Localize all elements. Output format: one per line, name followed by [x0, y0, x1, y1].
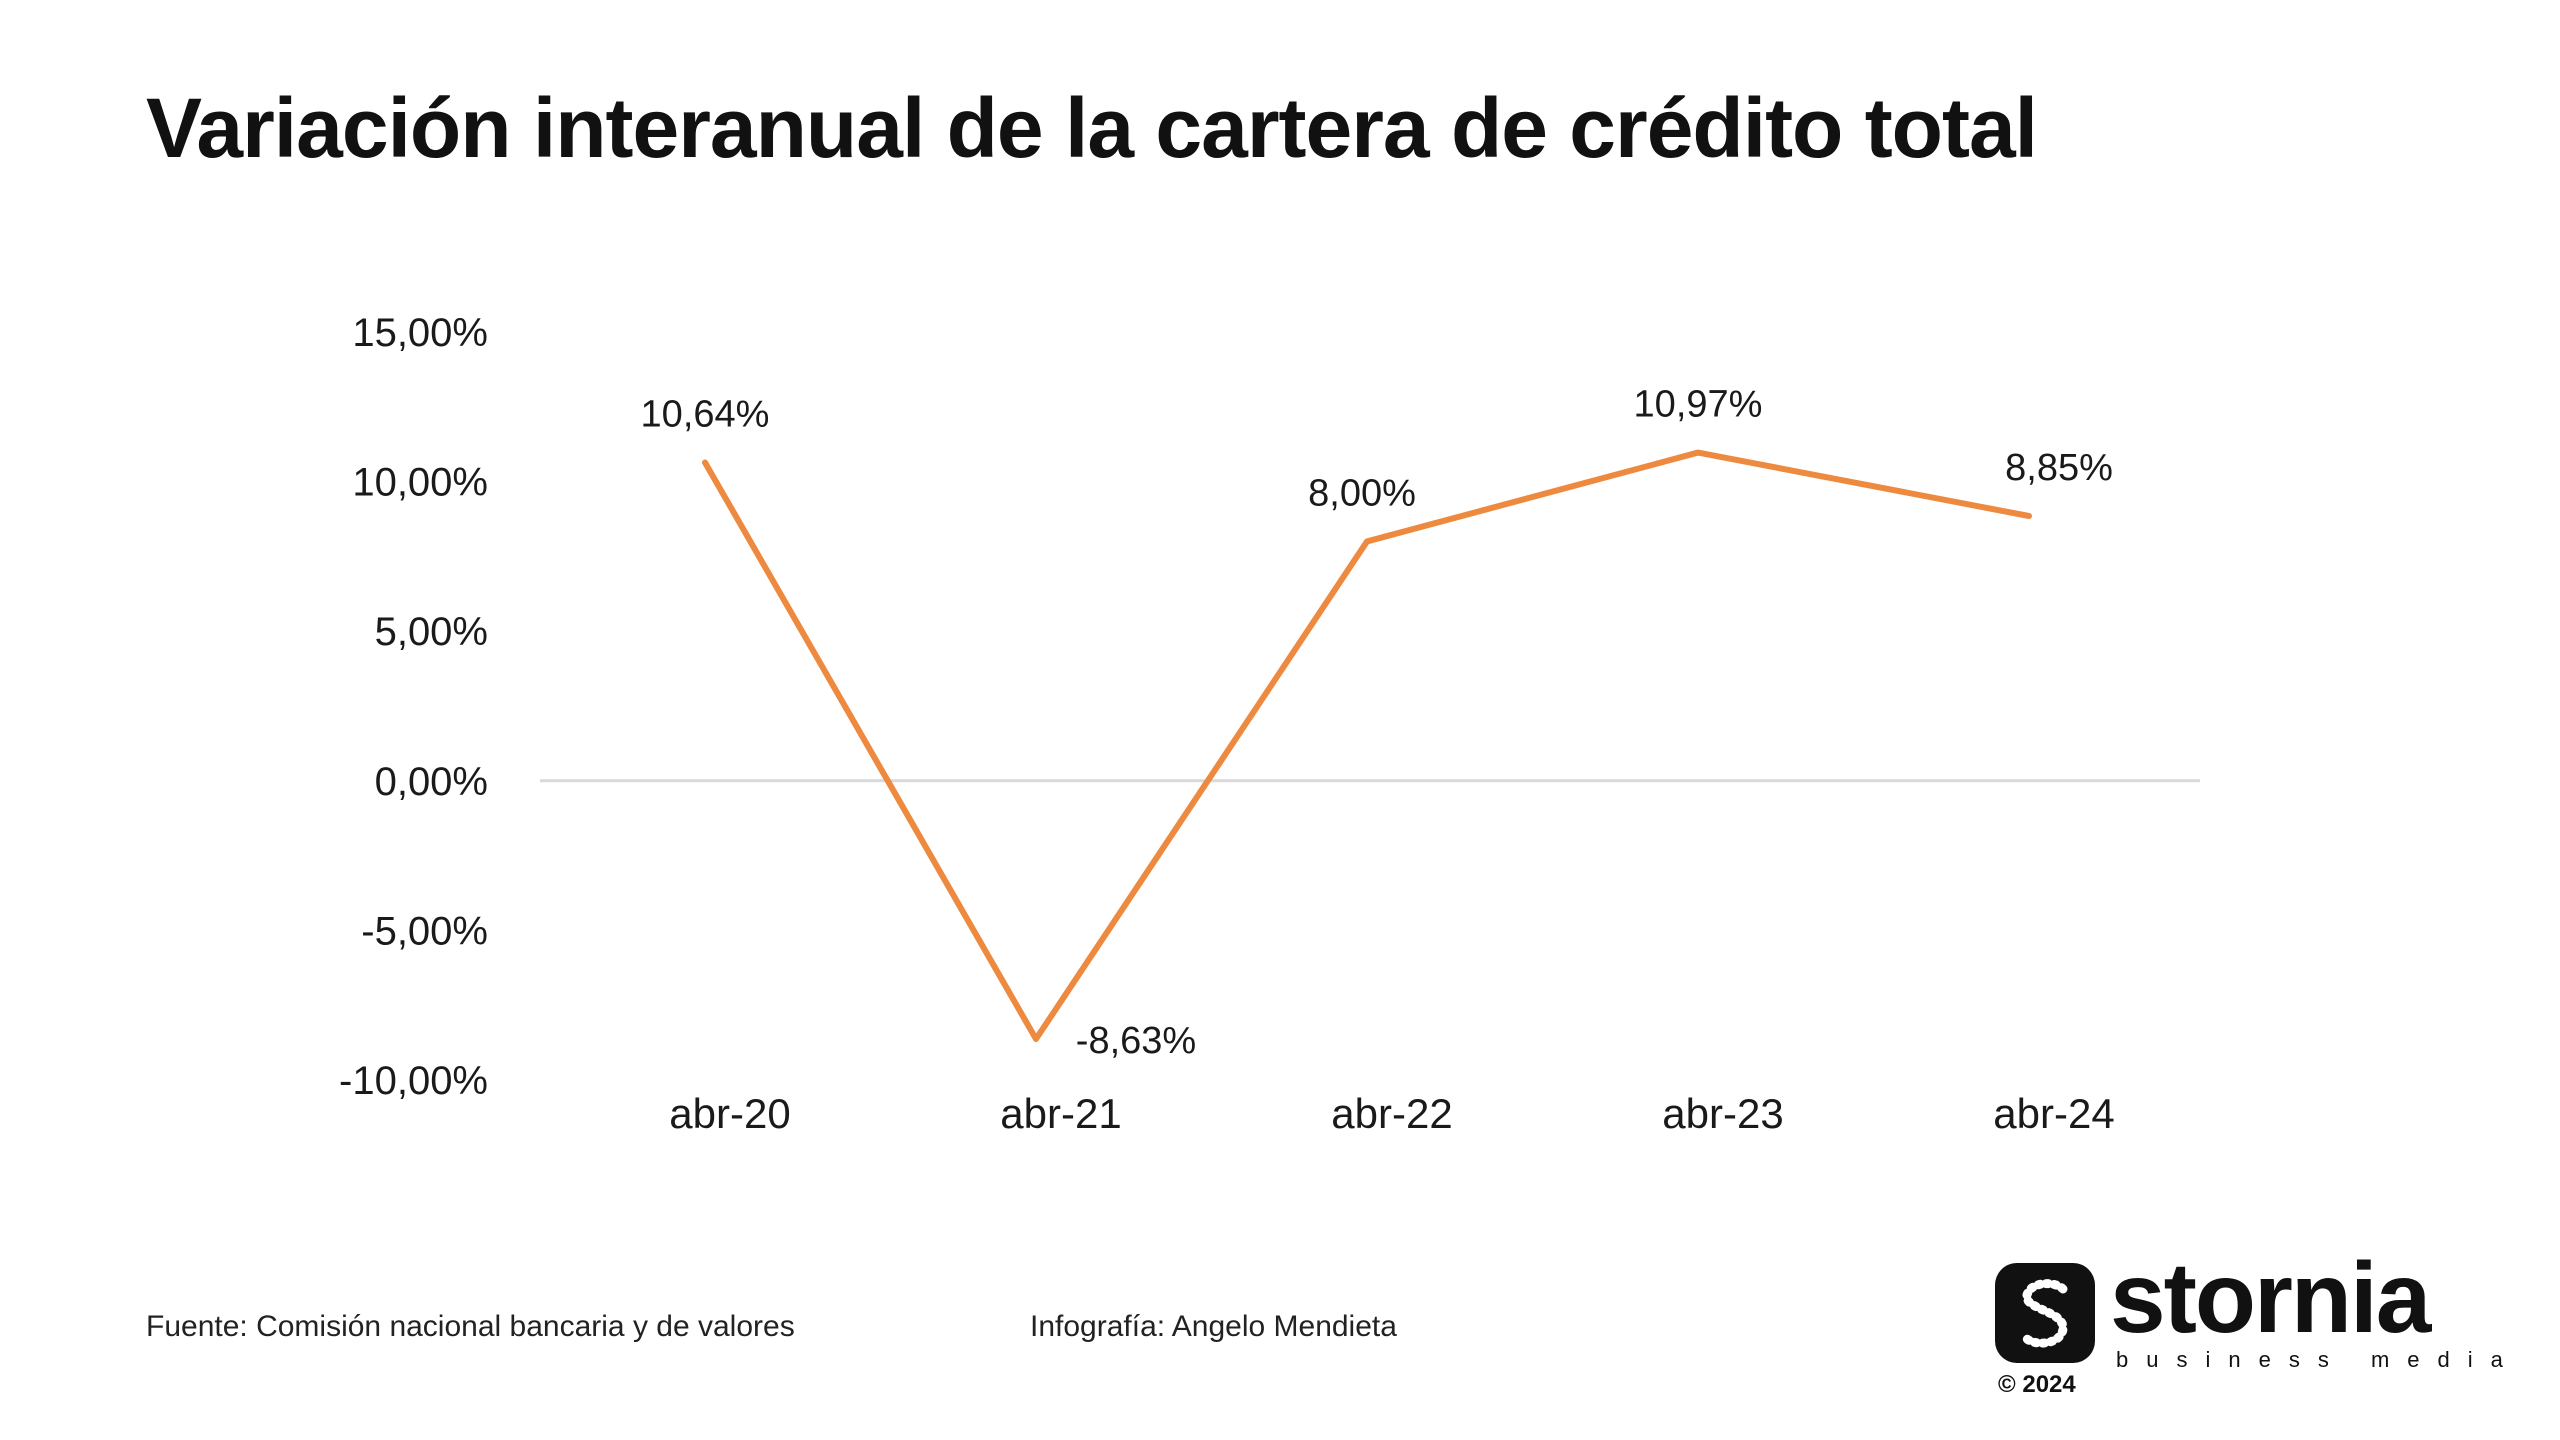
y-tick-label: 0,00% [375, 760, 488, 804]
credit-note: Infografía: Angelo Mendieta [1030, 1310, 1397, 1343]
x-tick-label: abr-22 [1331, 1090, 1452, 1137]
series-line [702, 449, 2032, 1043]
y-tick-label: 10,00% [352, 461, 488, 505]
stornia-logo: stornia business media © 2024 [1990, 1242, 2503, 1398]
data-label: -8,63% [1076, 1020, 1196, 1062]
data-label: 10,64% [641, 393, 770, 435]
x-tick-label: abr-20 [669, 1090, 790, 1137]
logo-copyright: © 2024 [1998, 1371, 2076, 1398]
data-labels: 10,64% -8,63% 8,00% 10,97% 8,85% [641, 384, 2113, 1062]
stornia-s-logo-icon [1995, 1263, 2095, 1363]
y-tick-label: 15,00% [352, 311, 488, 355]
y-tick-label: 5,00% [375, 610, 488, 654]
y-axis: 15,00% 10,00% 5,00% 0,00% -5,00% -10,00% [339, 311, 488, 1103]
chart-title: Variación interanual de la cartera de cr… [146, 81, 2038, 175]
x-tick-label: abr-21 [1000, 1090, 1121, 1137]
x-tick-label: abr-24 [1993, 1090, 2114, 1137]
y-tick-label: -10,00% [339, 1059, 488, 1103]
logo-wordmark: stornia [2110, 1242, 2431, 1354]
y-tick-label: -5,00% [361, 909, 488, 953]
data-label: 10,97% [1634, 384, 1763, 426]
source-note: Fuente: Comisión nacional bancaria y de … [146, 1310, 795, 1343]
data-label: 8,85% [2005, 447, 2113, 489]
data-label: 8,00% [1308, 472, 1416, 514]
x-tick-label: abr-23 [1662, 1090, 1783, 1137]
logo-subtitle: business media [2116, 1347, 2521, 1372]
x-axis: abr-20 abr-21 abr-22 abr-23 abr-24 [669, 1090, 2114, 1137]
